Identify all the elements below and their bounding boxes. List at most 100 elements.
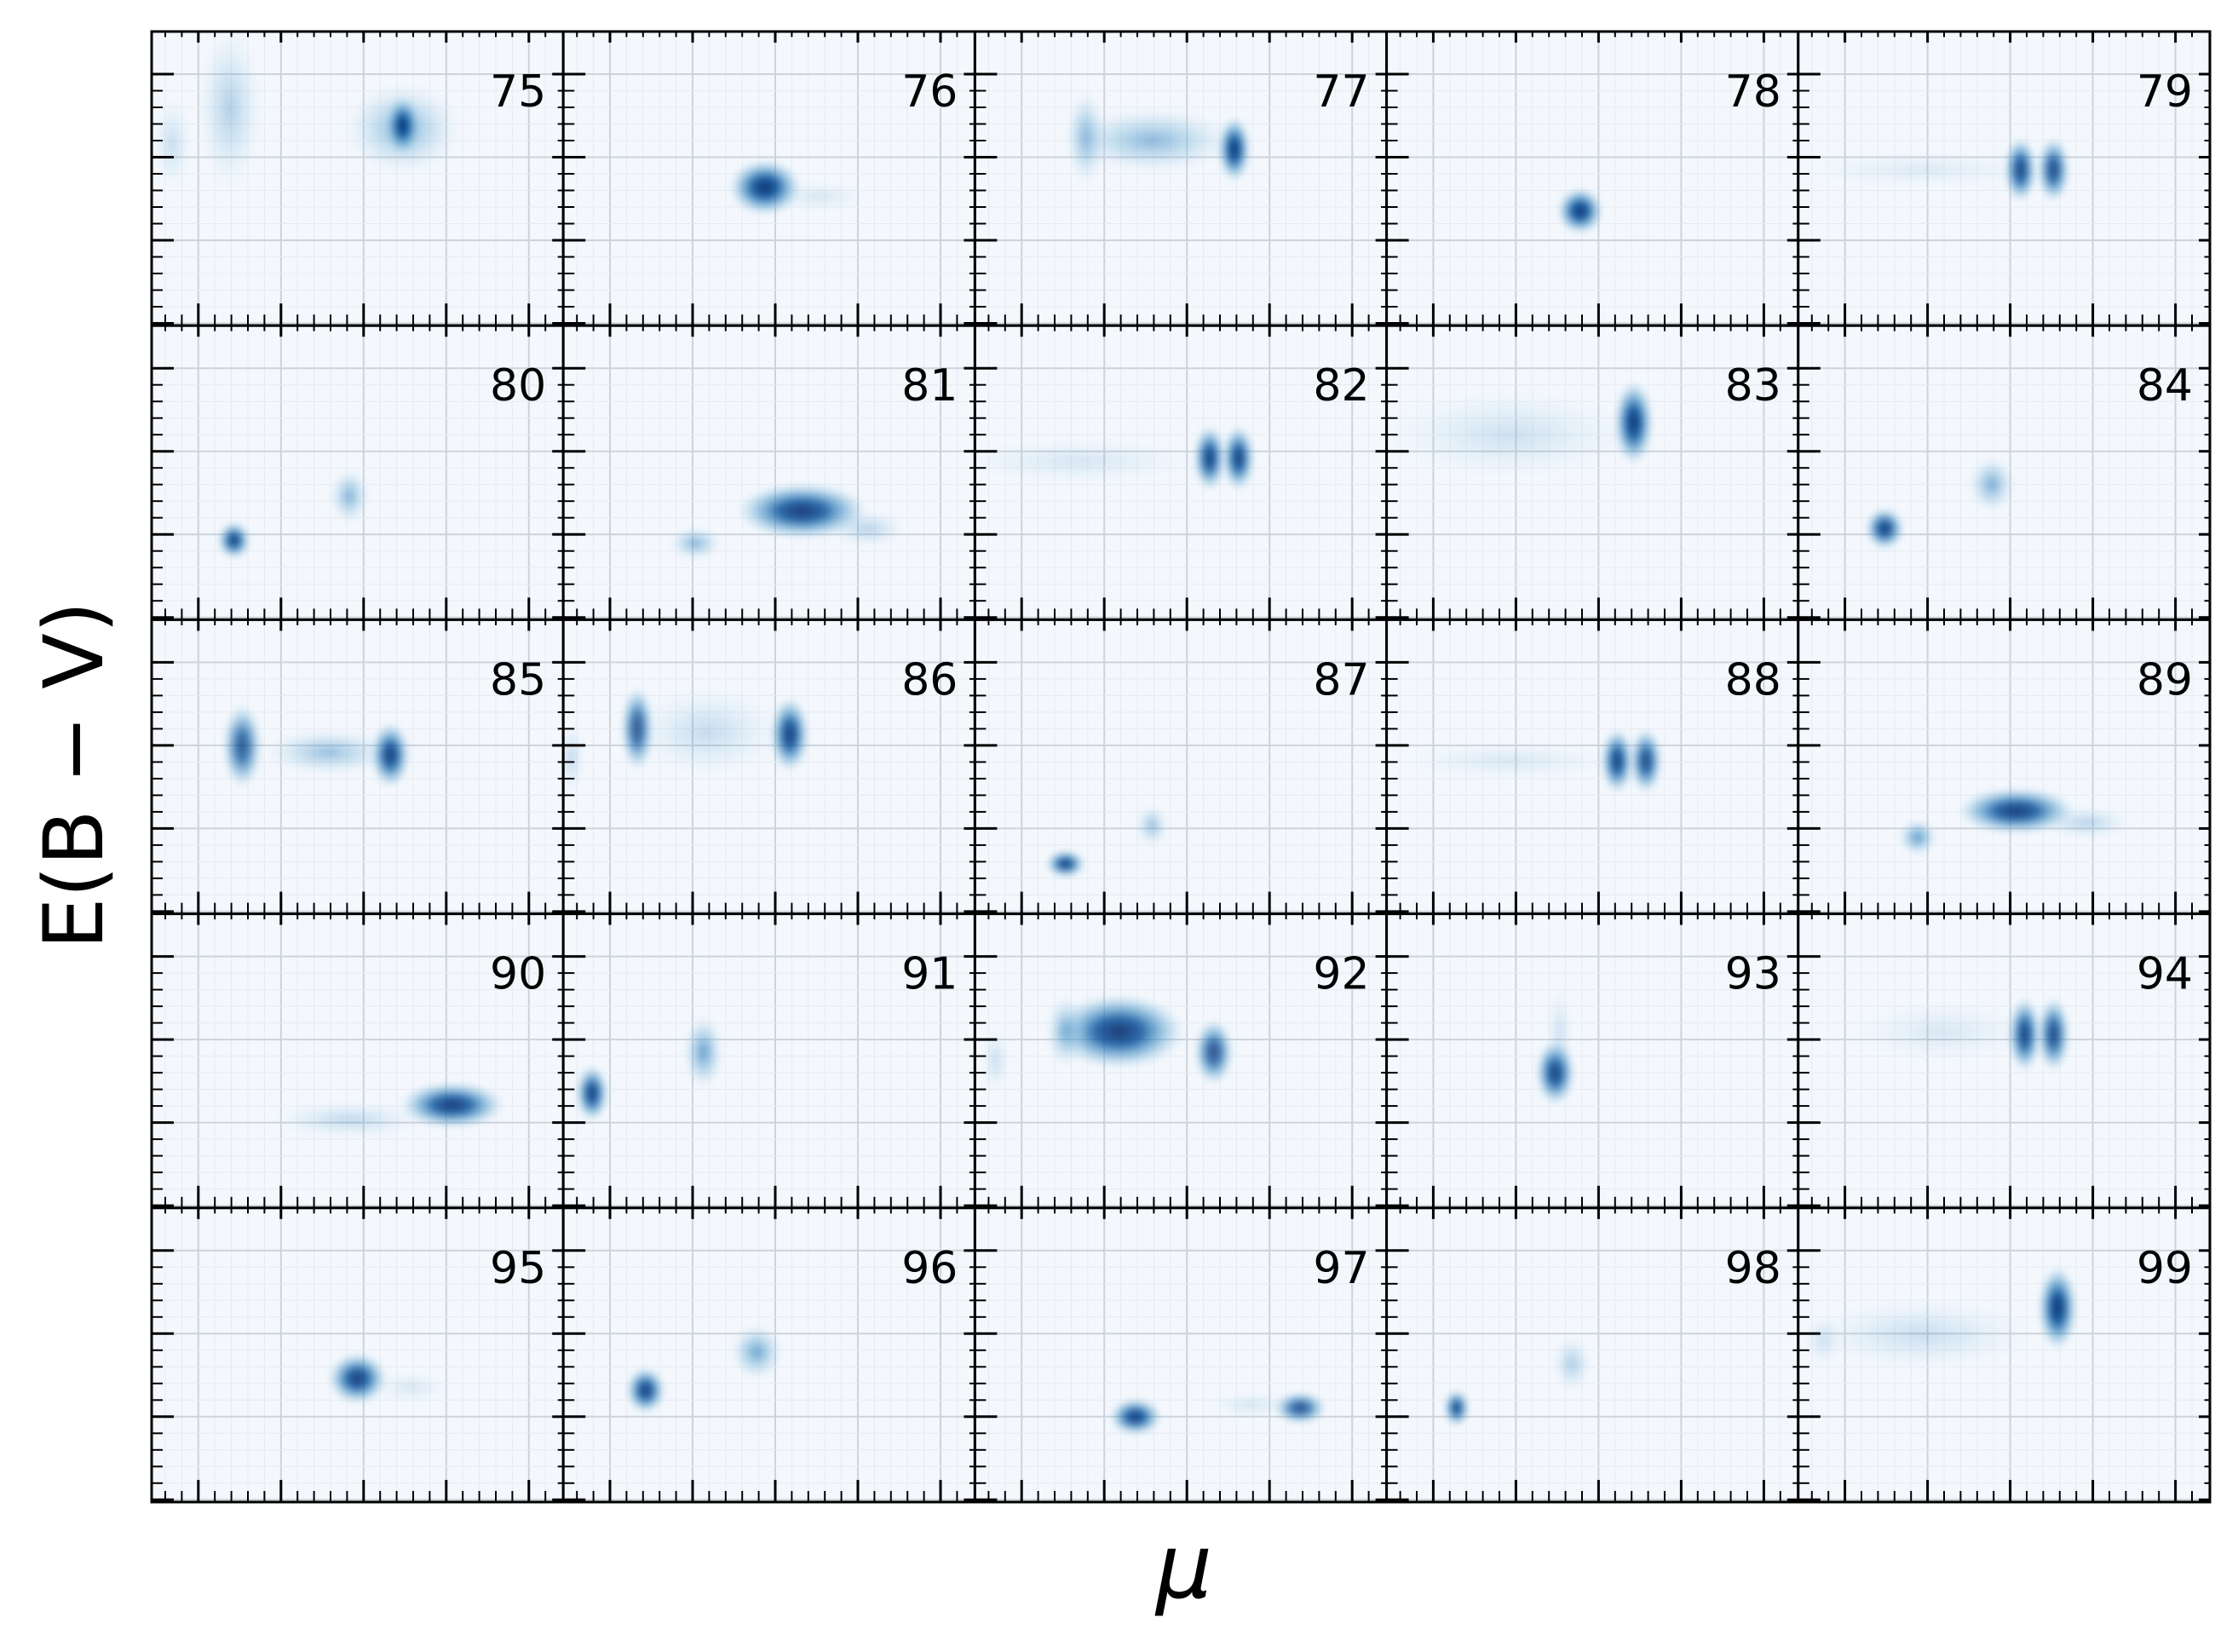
density-blob — [386, 97, 420, 154]
gridlines — [1798, 913, 2210, 1208]
density-layer — [1391, 728, 1663, 794]
panel-80: 80 — [150, 324, 565, 621]
panel-96: 96 — [561, 1206, 976, 1504]
panel-background — [975, 1207, 1387, 1502]
density-blob — [1803, 1312, 1843, 1369]
density-blob — [1045, 849, 1085, 878]
panel-label: 90 — [490, 949, 546, 1000]
density-layer — [152, 32, 463, 193]
density-layer — [1108, 1390, 1327, 1436]
panel-label: 77 — [1313, 66, 1369, 118]
tick-marks — [152, 913, 564, 1208]
density-blob — [371, 1371, 451, 1404]
panel-label: 81 — [901, 360, 958, 412]
density-layer — [625, 1323, 784, 1414]
density-layer — [728, 158, 872, 216]
density-blob — [262, 728, 395, 776]
panel-87: 87 — [973, 618, 1389, 916]
panel-83: 83 — [1385, 324, 1800, 621]
density-layer — [1556, 187, 1603, 235]
density-layer — [270, 1081, 505, 1139]
density-blob — [2037, 996, 2070, 1073]
tick-marks — [1798, 913, 2210, 1208]
x-axis-label: μ — [1154, 1515, 1212, 1619]
density-blob — [982, 1027, 1010, 1094]
density-layer — [1897, 787, 2133, 856]
panel-label: 93 — [1725, 949, 1781, 1000]
density-blob — [1843, 999, 2041, 1065]
panel-76: 76 — [561, 30, 976, 327]
density-blob — [1205, 1390, 1297, 1419]
density-blob — [152, 95, 193, 191]
gridlines — [563, 913, 975, 1208]
tick-marks — [1798, 619, 2210, 914]
density-layer — [668, 482, 908, 560]
gridlines — [975, 913, 1387, 1208]
density-blob — [1053, 993, 1185, 1069]
density-blob — [1556, 187, 1603, 235]
density-layer — [975, 424, 1255, 492]
panel-label: 95 — [490, 1243, 546, 1294]
panel-label: 82 — [1313, 360, 1369, 412]
tick-marks — [152, 1207, 564, 1502]
density-blob — [1193, 424, 1227, 492]
density-blob — [329, 468, 370, 525]
density-blob — [1443, 1389, 1470, 1427]
panel-label: 96 — [901, 1243, 958, 1294]
density-blob — [1865, 507, 1905, 550]
panel-label: 76 — [901, 66, 958, 118]
density-blob — [222, 704, 262, 789]
panel-background — [563, 325, 975, 620]
tick-marks — [563, 325, 975, 620]
panel-frame — [1797, 1206, 2212, 1504]
panel-background — [975, 32, 1387, 326]
tick-marks — [1798, 325, 2210, 620]
density-layer — [1045, 804, 1169, 878]
density-layer — [1798, 136, 2070, 203]
panel-label: 99 — [2137, 1243, 2193, 1294]
density-blob — [563, 720, 585, 796]
gridlines — [563, 1207, 975, 1502]
density-blob — [2038, 1265, 2078, 1350]
density-blob — [1391, 742, 1629, 780]
panel-label: 97 — [1313, 1243, 1369, 1294]
panel-89: 89 — [1797, 618, 2212, 916]
density-layer — [982, 993, 1234, 1094]
panel-95: 95 — [150, 1206, 565, 1504]
density-blob — [1551, 1335, 1592, 1392]
gridlines — [1798, 619, 2210, 914]
panel-99: 99 — [1797, 1206, 2212, 1504]
density-layer — [217, 468, 370, 560]
density-blob — [828, 509, 908, 548]
density-layer — [1443, 1335, 1592, 1427]
panel-94: 94 — [1797, 912, 2212, 1210]
density-layer — [1066, 90, 1251, 185]
density-layer — [1386, 380, 1654, 482]
panel-background — [975, 913, 1387, 1208]
density-blob — [1629, 728, 1663, 794]
density-blob — [575, 1065, 609, 1122]
panel-75: 75 — [150, 30, 565, 327]
panel-91: 91 — [561, 912, 976, 1210]
tick-marks — [563, 32, 975, 326]
density-blob — [975, 437, 1210, 485]
tick-marks — [1386, 325, 1798, 620]
panel-label: 84 — [2137, 360, 2193, 412]
gridlines — [975, 619, 1387, 914]
panel-78: 78 — [1385, 30, 1800, 327]
panel-98: 98 — [1385, 1206, 1800, 1504]
panel-background — [152, 913, 564, 1208]
panel-background — [1798, 913, 2210, 1208]
density-blob — [217, 521, 250, 560]
density-layer — [222, 704, 411, 789]
gridlines — [1386, 913, 1798, 1208]
density-blob — [2040, 806, 2133, 839]
panel-label: 98 — [1725, 1243, 1781, 1294]
panel-label: 92 — [1313, 949, 1369, 1000]
panel-background — [563, 913, 975, 1208]
panel-label: 87 — [1313, 654, 1369, 705]
panel-79: 79 — [1797, 30, 2212, 327]
density-blob — [1546, 984, 1574, 1079]
panel-label: 79 — [2137, 66, 2193, 118]
panel-label: 85 — [490, 654, 546, 705]
